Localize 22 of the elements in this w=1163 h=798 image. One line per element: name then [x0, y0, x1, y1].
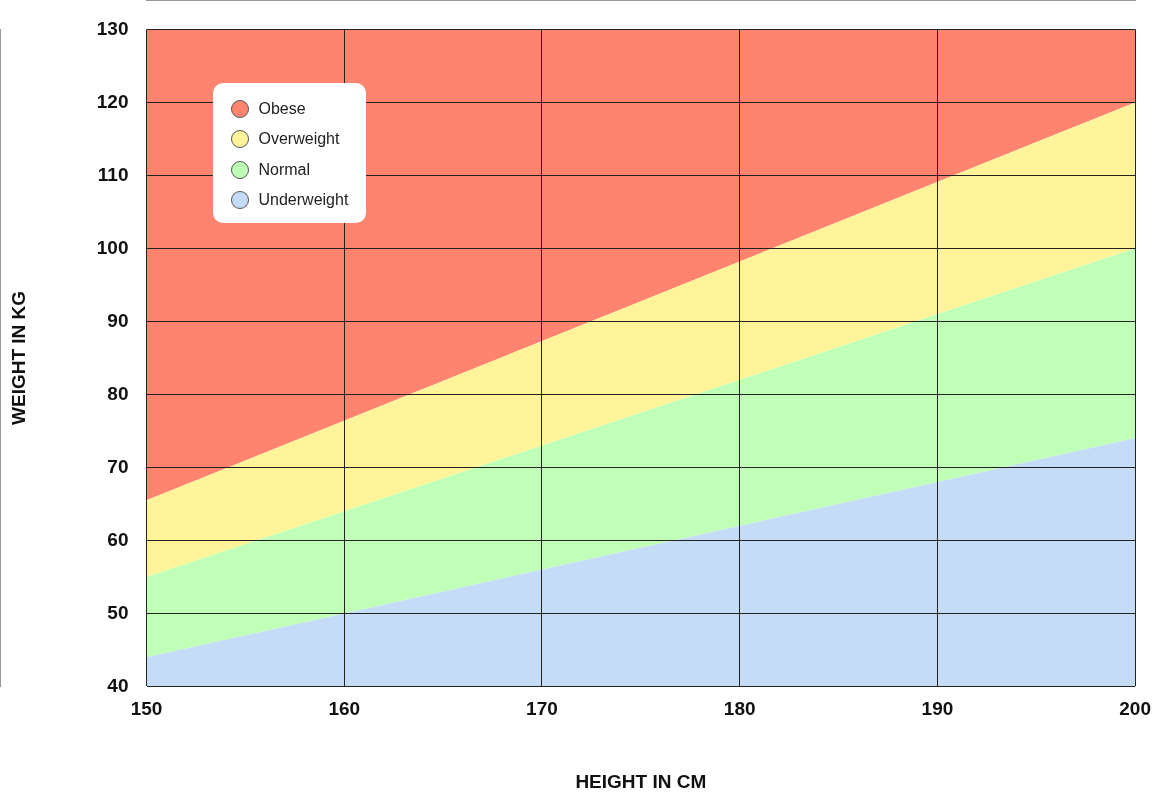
y-tick-label: 80 [107, 382, 129, 404]
x-tick-label: 190 [921, 698, 954, 720]
y-tick-label: 130 [96, 17, 129, 39]
x-tick-label: 180 [723, 698, 756, 720]
y-tick-label: 120 [96, 90, 129, 112]
y-tick-label: 50 [107, 601, 129, 623]
y-tick-label: 70 [107, 455, 129, 477]
legend-label: Normal [258, 160, 311, 179]
legend-label: Underweight [258, 191, 349, 210]
series-label: Obese [258, 99, 306, 118]
y-tick-label: 60 [107, 528, 129, 550]
y-axis-title: WEIGHT IN KG [7, 290, 29, 425]
y-tick-label: 110 [97, 163, 129, 185]
x-tick-label: 170 [526, 698, 558, 720]
x-tick-label: 160 [328, 698, 361, 720]
y-tick-label: 40 [107, 674, 129, 696]
legend-label: Overweight [258, 130, 340, 149]
x-tick-label: 150 [130, 698, 163, 720]
y-tick-label: 90 [107, 309, 129, 331]
y-tick-label: 100 [96, 236, 129, 258]
x-tick-label: 200 [1119, 698, 1151, 720]
x-axis-title: HEIGHT IN CM [575, 770, 707, 792]
